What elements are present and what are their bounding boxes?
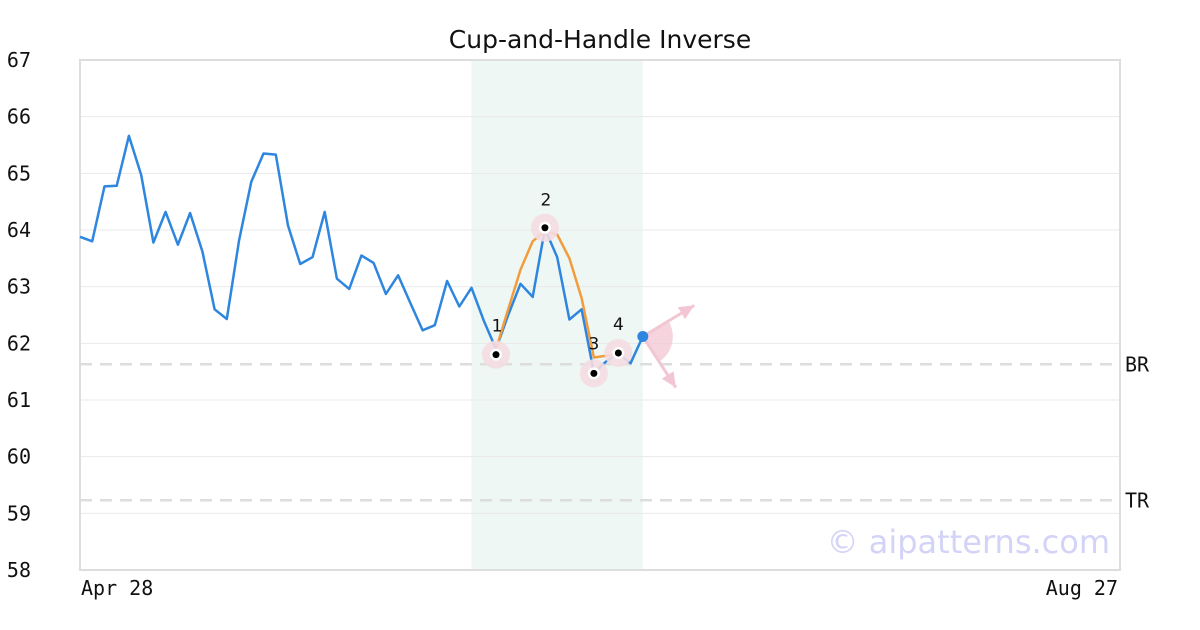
y-tick-label: 61 (7, 388, 31, 412)
x-tick-label: Aug 27 (1046, 576, 1118, 600)
x-axis-ticks: Apr 28 Aug 27 (81, 576, 1118, 600)
reference-label: TR (1125, 488, 1150, 512)
y-tick-label: 60 (7, 445, 31, 469)
pattern-highlight-region (471, 60, 643, 570)
pivot-label: 4 (613, 315, 624, 335)
y-tick-label: 58 (7, 558, 31, 582)
pattern-overlay (494, 229, 619, 359)
grid (80, 116, 1120, 514)
last-point-marker (637, 331, 649, 343)
pivot-label: 3 (588, 334, 599, 354)
plot-frame (79, 59, 1121, 571)
y-axis-ticks: 58 59 60 61 62 63 64 65 66 67 (7, 48, 31, 582)
reference-label: BR (1125, 352, 1150, 376)
projection-arrow-down-head (661, 371, 676, 388)
pivot-label: 1 (492, 317, 503, 337)
y-tick-label: 59 (7, 501, 31, 525)
watermark: © aipatterns.com (827, 523, 1110, 561)
y-tick-label: 63 (7, 275, 31, 299)
y-tick-label: 65 (7, 161, 31, 185)
projection-wedge (642, 320, 673, 362)
y-tick-label: 67 (7, 48, 31, 72)
chart-title: Cup-and-Handle Inverse (449, 25, 751, 54)
x-tick-label: Apr 28 (81, 576, 153, 600)
y-tick-label: 66 (7, 105, 31, 129)
pivot-dot (541, 224, 549, 232)
pivot-points: 1 2 34 (482, 191, 633, 388)
pivot-label: 2 (541, 191, 552, 211)
projection-arrow-up-head (677, 305, 695, 320)
pivot-dot (492, 351, 500, 359)
pattern-line (494, 229, 619, 359)
y-tick-label: 64 (7, 218, 31, 242)
y-tick-label: 62 (7, 331, 31, 355)
highlight-band (471, 60, 643, 570)
pivot-dot (590, 369, 598, 377)
pivot-dot (614, 349, 622, 357)
projection (637, 304, 695, 389)
